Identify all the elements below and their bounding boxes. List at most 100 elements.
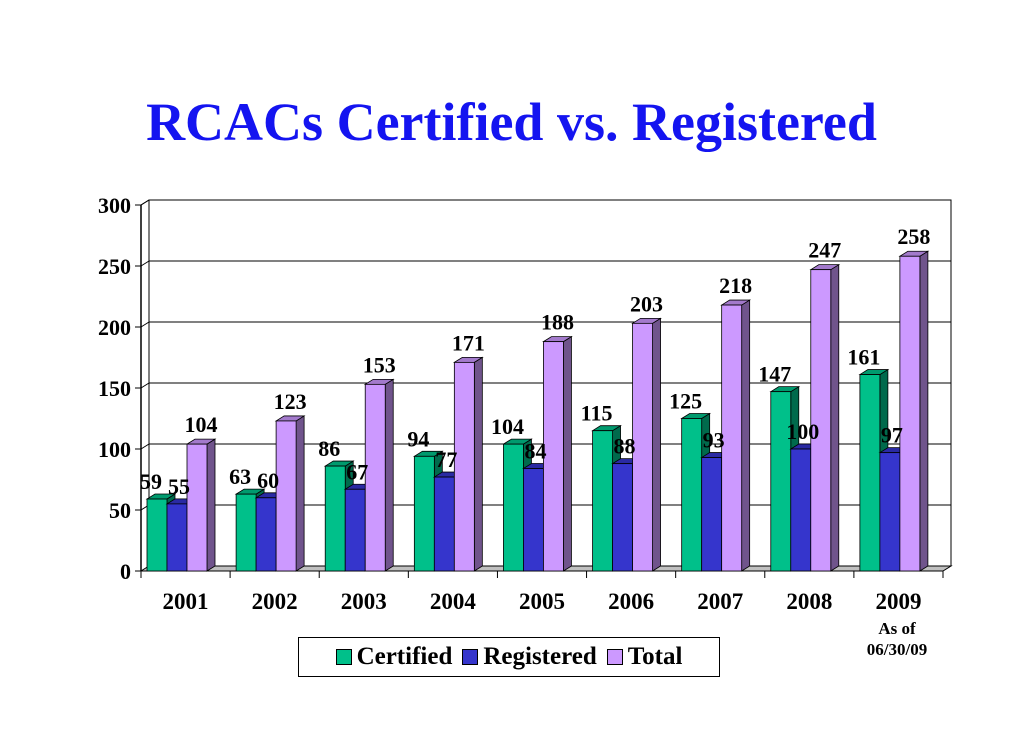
gridline-diagonal	[140, 443, 150, 450]
bar-front	[255, 497, 277, 572]
data-label-registered-2008: 100	[786, 419, 819, 444]
bar-front	[859, 374, 881, 572]
bar-side	[830, 263, 840, 572]
bar-side	[473, 356, 483, 572]
legend-swatch-certified	[335, 649, 352, 665]
data-label-total-2006: 203	[630, 291, 663, 316]
legend-swatch-total	[606, 649, 623, 665]
bar-total-2007	[720, 299, 752, 572]
bar-front	[413, 455, 435, 572]
axes: 0 50 100 150 200 250 300 2001 2002 2003 2004 2005 20…	[98, 193, 953, 614]
date-note-line-2: 06/30/09	[866, 640, 928, 659]
bar-front	[453, 361, 475, 572]
data-label-registered-2003: 67	[346, 459, 368, 484]
bar-front	[523, 468, 544, 572]
x-tick-label: 2003	[341, 589, 387, 614]
y-tick-label: 250	[98, 254, 131, 279]
bars	[145, 250, 930, 572]
y-tick-label: 0	[120, 559, 131, 584]
bar-front	[324, 465, 346, 572]
data-label-registered-2007: 93	[703, 428, 725, 453]
data-label-certified-2001: 59	[140, 469, 162, 494]
bar-front	[721, 304, 743, 572]
x-tick-label: 2006	[608, 589, 654, 614]
bar-front	[612, 463, 633, 572]
data-label-certified-2006: 115	[581, 401, 613, 426]
data-label-total-2008: 247	[808, 238, 841, 263]
data-label-registered-2009: 97	[881, 423, 903, 448]
data-label-registered-2005: 84	[524, 439, 546, 464]
data-label-certified-2003: 86	[318, 436, 340, 461]
gridline-diagonal	[140, 260, 150, 267]
bar-side	[563, 335, 572, 572]
bar-total-2002	[274, 415, 306, 572]
bar-side	[384, 378, 394, 572]
x-tick-label: 2004	[430, 589, 477, 614]
bar-side	[206, 438, 216, 572]
x-tick-label: 2007	[697, 589, 743, 614]
bar-front	[503, 443, 524, 572]
bar-front	[879, 452, 901, 572]
bar-front	[790, 448, 812, 572]
bar-side	[295, 415, 305, 572]
bar-front	[433, 476, 455, 572]
bar-front	[146, 498, 168, 572]
data-label-registered-2004: 77	[435, 447, 457, 472]
y-tick-label: 200	[98, 315, 131, 340]
bar-front	[592, 430, 613, 572]
data-label-certified-2007: 125	[669, 389, 702, 414]
x-tick-label: 2009	[875, 589, 921, 614]
bar-total-2005	[542, 335, 573, 572]
date-note: As of 06/30/09	[852, 618, 942, 660]
bar-front	[810, 269, 832, 572]
legend-label-certified: Certified	[356, 643, 453, 670]
chart-title: RCACs Certified vs. Registered	[146, 92, 877, 152]
data-label-registered-2001: 55	[168, 474, 190, 499]
x-tick-label: 2005	[519, 589, 565, 614]
x-tick-label: 2002	[252, 589, 298, 614]
bar-front	[632, 322, 653, 572]
bar-front	[275, 420, 297, 572]
legend-item-registered: Registered	[462, 643, 597, 671]
bar-total-2006	[631, 317, 662, 572]
bar-total-2004	[452, 356, 484, 572]
y-axis-top-edge	[140, 199, 150, 206]
bar-total-2003	[363, 378, 395, 572]
data-label-total-2004: 171	[452, 330, 485, 355]
bar-side	[741, 299, 751, 572]
data-label-certified-2004: 94	[407, 426, 429, 451]
legend-label-total: Total	[627, 643, 683, 670]
bar-total-2001	[185, 438, 217, 572]
date-note-line-1: As of	[878, 619, 916, 638]
x-tick-label: 2001	[163, 589, 209, 614]
y-tick-label: 150	[98, 376, 131, 401]
bar-front	[701, 457, 723, 572]
x-tick-label: 2008	[786, 589, 832, 614]
data-label-registered-2002: 60	[257, 468, 279, 493]
bar-side	[919, 250, 929, 572]
bar-front	[166, 503, 188, 572]
gridline-diagonal	[140, 382, 150, 389]
data-label-certified-2008: 147	[758, 362, 791, 387]
legend-swatch-registered	[462, 649, 479, 665]
bar-side	[652, 317, 661, 572]
legend: Certified Registered Total	[298, 637, 720, 677]
y-tick-label: 300	[98, 193, 131, 218]
y-tick-label: 100	[98, 437, 131, 462]
data-label-total-2002: 123	[274, 389, 307, 414]
data-label-registered-2006: 88	[614, 434, 636, 459]
y-tick-label: 50	[109, 498, 131, 523]
gridline-diagonal	[140, 321, 150, 328]
bar-front	[186, 443, 208, 572]
bar-total-2008	[809, 263, 841, 572]
legend-item-total: Total	[606, 643, 683, 671]
bar-front	[344, 488, 366, 572]
bar-front	[364, 383, 386, 572]
data-label-certified-2005: 104	[491, 414, 524, 439]
bar-front	[899, 255, 921, 572]
data-label-total-2001: 104	[185, 412, 218, 437]
bar-total-2009	[898, 250, 930, 572]
legend-item-certified: Certified	[335, 643, 453, 671]
